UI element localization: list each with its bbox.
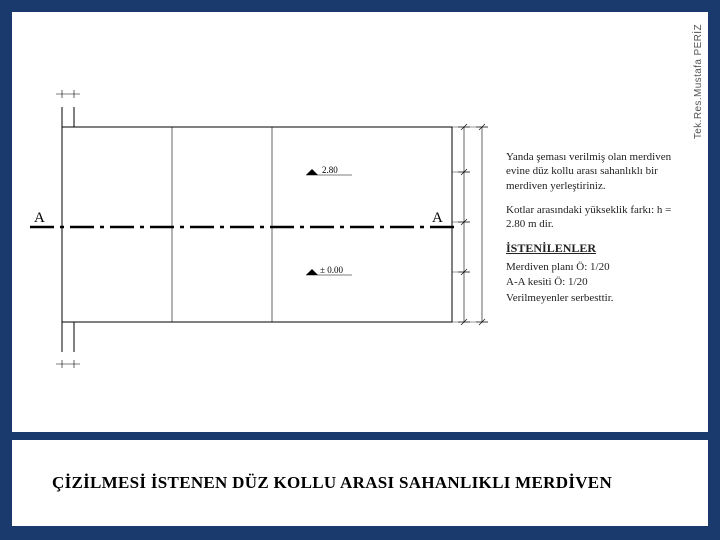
section-label-right: A (432, 210, 443, 226)
dim-280: 2.80 (322, 165, 338, 175)
req-line-2: A-A kesiti Ö: 1/20 (506, 275, 691, 289)
level-flag-upper: 2.80 (306, 165, 352, 175)
caption-text: ÇİZİLMESİ İSTENEN DÜZ KOLLU ARASI SAHANL… (52, 473, 612, 493)
dim-chain-right-1 (458, 124, 470, 325)
description-block: Yanda şeması verilmiş olan merdiven evin… (506, 150, 691, 306)
drawing-sheet: Tek.Res.Mustafa PERİZ 2.80 (12, 12, 708, 432)
desc-p2: Kotlar arasındaki yükseklik farkı: h = 2… (506, 203, 691, 232)
dim-000: ± 0.00 (320, 265, 343, 275)
plan-outline (62, 127, 452, 322)
level-flag-lower: ± 0.00 (306, 265, 352, 275)
dim-chain-right-2 (476, 124, 488, 325)
section-label-left: A (34, 210, 45, 226)
req-line-1: Merdiven planı Ö: 1/20 (506, 260, 691, 274)
req-title: İSTENİLENLER (506, 241, 691, 257)
caption-bar: ÇİZİLMESİ İSTENEN DÜZ KOLLU ARASI SAHANL… (12, 440, 708, 526)
req-line-3: Verilmeyenler serbesttir. (506, 291, 691, 305)
desc-p1: Yanda şeması verilmiş olan merdiven evin… (506, 150, 691, 193)
